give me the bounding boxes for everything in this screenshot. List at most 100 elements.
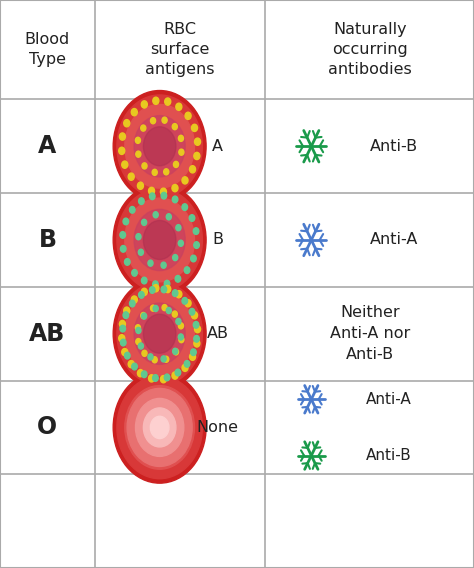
Ellipse shape — [137, 182, 144, 189]
Ellipse shape — [138, 343, 144, 349]
Ellipse shape — [148, 354, 153, 360]
Ellipse shape — [191, 349, 196, 356]
Ellipse shape — [153, 212, 158, 218]
Ellipse shape — [189, 215, 195, 222]
Ellipse shape — [113, 371, 206, 483]
Ellipse shape — [148, 187, 155, 195]
Text: O: O — [37, 415, 57, 440]
Ellipse shape — [176, 291, 182, 298]
Ellipse shape — [162, 117, 167, 123]
Ellipse shape — [173, 161, 179, 168]
Ellipse shape — [153, 306, 158, 312]
Ellipse shape — [141, 288, 147, 295]
Text: Naturally
occurring
antibodies: Naturally occurring antibodies — [328, 22, 411, 77]
Text: Anti-A: Anti-A — [370, 232, 418, 248]
Ellipse shape — [193, 228, 199, 235]
Ellipse shape — [149, 287, 155, 293]
Text: None: None — [197, 420, 239, 435]
Text: Anti-B: Anti-B — [365, 448, 411, 463]
Text: Anti-A: Anti-A — [365, 392, 411, 407]
Ellipse shape — [113, 184, 206, 296]
Ellipse shape — [151, 118, 155, 124]
Ellipse shape — [179, 149, 184, 155]
Ellipse shape — [119, 320, 126, 328]
Ellipse shape — [191, 124, 198, 131]
Ellipse shape — [165, 98, 171, 105]
Ellipse shape — [122, 349, 128, 356]
Ellipse shape — [125, 292, 194, 375]
Ellipse shape — [172, 124, 177, 130]
Ellipse shape — [129, 207, 135, 213]
Ellipse shape — [161, 193, 167, 199]
Ellipse shape — [172, 372, 178, 379]
Ellipse shape — [190, 353, 196, 360]
Ellipse shape — [134, 210, 185, 270]
Text: B: B — [38, 228, 56, 252]
Ellipse shape — [143, 127, 176, 166]
Ellipse shape — [152, 169, 157, 176]
Ellipse shape — [161, 262, 166, 268]
Ellipse shape — [194, 325, 201, 333]
Ellipse shape — [113, 90, 206, 202]
Ellipse shape — [125, 352, 130, 359]
Ellipse shape — [143, 408, 176, 447]
Ellipse shape — [137, 370, 144, 377]
Ellipse shape — [182, 298, 188, 304]
Ellipse shape — [142, 219, 146, 225]
Ellipse shape — [173, 348, 178, 354]
Ellipse shape — [141, 312, 146, 319]
Ellipse shape — [123, 218, 128, 225]
Ellipse shape — [117, 282, 202, 385]
Ellipse shape — [164, 356, 169, 362]
Ellipse shape — [184, 267, 190, 273]
Ellipse shape — [160, 188, 166, 195]
Ellipse shape — [153, 285, 159, 292]
Ellipse shape — [118, 335, 125, 342]
Ellipse shape — [122, 161, 128, 168]
Ellipse shape — [125, 105, 194, 188]
Ellipse shape — [172, 290, 178, 296]
Ellipse shape — [134, 116, 185, 177]
Ellipse shape — [113, 278, 206, 390]
Ellipse shape — [153, 375, 158, 381]
Ellipse shape — [136, 327, 141, 333]
Ellipse shape — [136, 151, 141, 157]
Ellipse shape — [161, 356, 166, 362]
Ellipse shape — [141, 125, 146, 131]
Ellipse shape — [120, 339, 126, 346]
Ellipse shape — [179, 337, 184, 343]
Text: B: B — [212, 232, 223, 248]
Ellipse shape — [118, 147, 125, 154]
Ellipse shape — [176, 224, 181, 231]
Ellipse shape — [138, 249, 144, 256]
Ellipse shape — [117, 95, 202, 198]
Ellipse shape — [134, 303, 185, 364]
Ellipse shape — [161, 286, 167, 293]
Ellipse shape — [127, 389, 192, 466]
Text: AB: AB — [207, 326, 228, 341]
Ellipse shape — [123, 312, 128, 319]
Ellipse shape — [125, 258, 130, 265]
Ellipse shape — [191, 255, 196, 262]
Ellipse shape — [153, 97, 159, 105]
Ellipse shape — [166, 214, 171, 220]
Text: Neither
Anti-A nor
Anti-B: Neither Anti-A nor Anti-B — [329, 305, 410, 362]
Ellipse shape — [138, 198, 144, 204]
Ellipse shape — [120, 325, 126, 332]
Ellipse shape — [128, 361, 134, 367]
Ellipse shape — [194, 138, 201, 145]
Ellipse shape — [136, 233, 141, 240]
Ellipse shape — [182, 177, 188, 184]
Ellipse shape — [148, 260, 153, 266]
Text: A: A — [212, 139, 223, 154]
Ellipse shape — [172, 311, 177, 317]
Ellipse shape — [193, 321, 199, 328]
Ellipse shape — [184, 361, 190, 367]
Ellipse shape — [152, 357, 157, 363]
Ellipse shape — [175, 275, 181, 282]
Ellipse shape — [178, 323, 183, 329]
Ellipse shape — [151, 305, 155, 311]
Ellipse shape — [136, 137, 140, 143]
Ellipse shape — [153, 281, 158, 287]
Ellipse shape — [120, 245, 126, 252]
